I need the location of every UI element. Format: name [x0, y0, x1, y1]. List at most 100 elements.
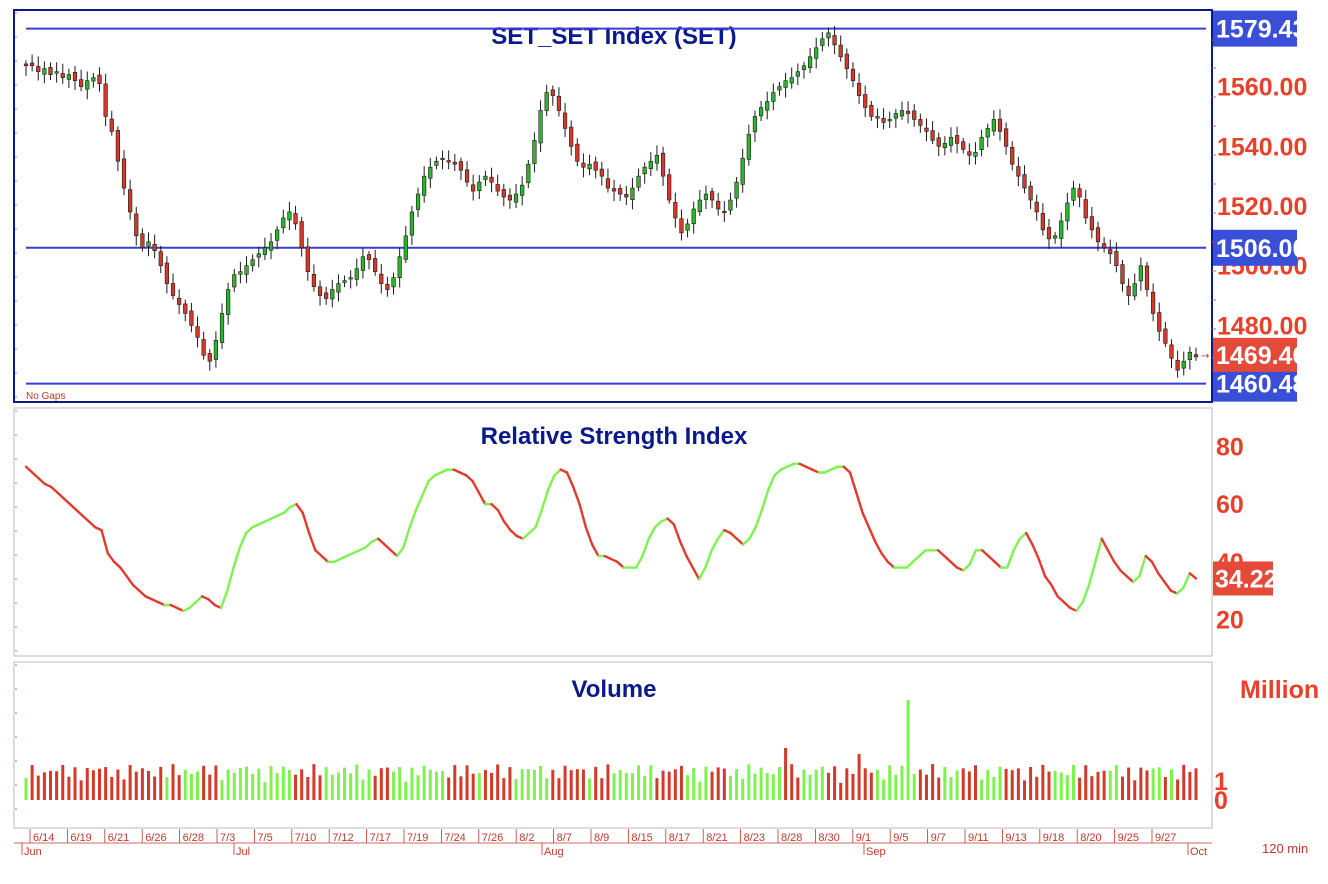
rsi-segment: [24, 465, 34, 474]
rsi-segment: [87, 520, 97, 529]
rsi-segment: [962, 563, 971, 572]
candle-up: [42, 68, 47, 75]
rsi-segment: [1182, 572, 1191, 589]
candle-up: [219, 313, 225, 343]
volume-bar: [490, 772, 494, 800]
candle-down: [1022, 174, 1027, 189]
volume-bar: [1188, 771, 1192, 800]
candle-up: [691, 208, 696, 225]
rsi-last-label: 34.22: [1215, 565, 1278, 593]
volume-bar: [661, 770, 665, 800]
candle-down: [317, 286, 323, 296]
volume-bar: [594, 766, 598, 800]
candle-down: [581, 162, 586, 168]
candle-up: [1187, 351, 1192, 361]
last-price-arrow: →: [1201, 351, 1209, 362]
candle-up: [415, 193, 421, 210]
volume-bar: [434, 771, 438, 800]
volume-bar: [447, 777, 451, 800]
rsi-segment: [634, 554, 644, 569]
rsi-segment: [1018, 531, 1028, 540]
candle-down: [1010, 147, 1015, 165]
rsi-segment: [402, 526, 411, 549]
candle-down: [1193, 354, 1199, 358]
no-gaps-note: No Gaps: [26, 391, 65, 402]
volume-bar: [630, 773, 634, 800]
volume-bar: [171, 764, 175, 800]
rsi-segment: [112, 560, 122, 569]
date-label: 7/24: [444, 832, 465, 844]
candle-down: [164, 262, 169, 284]
rsi-segment: [106, 551, 116, 564]
volume-bar: [520, 769, 524, 800]
date-label: 8/7: [557, 832, 572, 844]
candle-up: [342, 280, 347, 283]
price-tick-label: 1520.00: [1217, 193, 1307, 221]
rsi-segment: [949, 560, 959, 569]
candle-down: [128, 189, 133, 213]
date-label: 6/26: [145, 832, 166, 844]
price-level-label: 1579.43: [1216, 16, 1306, 44]
rsi-tick-label: 60: [1216, 491, 1244, 519]
candle-up: [281, 217, 286, 229]
volume-bar: [912, 773, 916, 800]
date-label: 6/14: [33, 832, 54, 844]
candle-up: [765, 101, 770, 111]
volume-bar: [165, 777, 169, 800]
volume-bar: [238, 767, 242, 800]
rsi-segment: [1138, 554, 1147, 578]
volume-bar: [189, 773, 193, 800]
candle-down: [48, 67, 53, 75]
candle-down: [924, 127, 929, 132]
volume-bar: [900, 765, 904, 800]
rsi-segment: [1188, 572, 1198, 580]
candle-down: [838, 44, 843, 58]
candle-up: [783, 80, 788, 88]
volume-bar: [336, 772, 340, 800]
volume-bar: [722, 768, 726, 800]
candle-down: [605, 178, 611, 189]
candle-up: [428, 166, 433, 179]
rsi-segment: [616, 560, 625, 569]
rsi-segment: [704, 549, 713, 569]
candle-up: [513, 193, 519, 203]
candle-up: [336, 283, 341, 293]
volume-bar: [643, 776, 647, 800]
volume-bar: [275, 773, 279, 800]
volume-bar: [1096, 771, 1100, 800]
volume-bar: [67, 776, 71, 800]
volume-axis-ticks: 01: [1214, 768, 1228, 815]
volume-bar: [802, 769, 806, 800]
date-label: 8/2: [519, 832, 534, 844]
candle-up: [520, 184, 525, 196]
date-label: 9/18: [1043, 832, 1064, 844]
volume-bar: [1102, 770, 1106, 800]
volume-bar: [98, 768, 102, 800]
candle-up: [795, 71, 800, 77]
rsi-segment: [131, 583, 141, 592]
rsi-segment: [578, 502, 588, 529]
last-price-label: 1469.46: [1216, 342, 1306, 370]
last-price-box: [1213, 337, 1297, 372]
rsi-segment: [1024, 531, 1034, 546]
volume-bar: [263, 782, 267, 800]
candle-down: [967, 151, 972, 156]
candle-up: [630, 187, 635, 200]
candle-down: [673, 202, 678, 219]
candle-down: [140, 233, 145, 249]
rsi-segment: [729, 531, 739, 540]
candle-down: [1151, 291, 1156, 314]
volume-bar: [465, 765, 469, 800]
price-tick-label: 1560.00: [1217, 74, 1307, 102]
rsi-segment: [666, 517, 676, 526]
volume-bar: [931, 764, 935, 800]
volume-bar: [110, 776, 114, 800]
candle-down: [458, 161, 464, 171]
volume-bar: [208, 774, 212, 800]
candle-down: [121, 158, 127, 189]
rsi-segment: [767, 474, 776, 491]
volume-bar: [343, 767, 347, 800]
volume-bar: [753, 773, 757, 800]
rsi-segment: [653, 520, 663, 529]
volume-bar: [385, 767, 389, 800]
